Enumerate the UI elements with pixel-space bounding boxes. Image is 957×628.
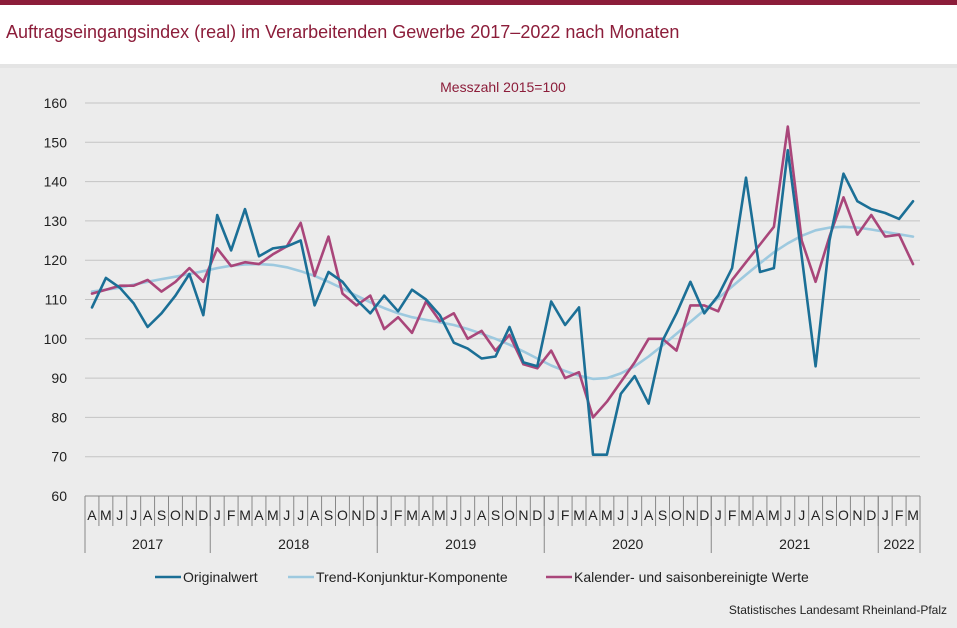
y-tick-label: 60 [51,488,67,504]
y-tick-label: 150 [44,134,68,150]
y-axis: 60 70 80 90 100 110 120 130 140 150 160 [44,95,68,504]
month-label: M [907,507,919,523]
month-label: M [239,507,251,523]
month-label: J [548,507,555,523]
month-label: J [381,507,388,523]
title-separator [0,64,957,68]
month-label: A [143,507,153,523]
month-label: J [283,507,290,523]
year-label: 2019 [445,536,476,552]
month-label: S [658,507,667,523]
month-label: F [895,507,904,523]
chart-panel [0,68,957,628]
month-label: A [254,507,264,523]
month-label: N [518,507,528,523]
y-tick-label: 100 [44,331,68,347]
y-tick-label: 160 [44,95,68,111]
month-label: D [866,507,876,523]
month-label: J [130,507,137,523]
month-label: M [267,507,279,523]
month-label: M [434,507,446,523]
month-label: F [728,507,737,523]
month-label: J [214,507,221,523]
month-label: S [157,507,166,523]
month-label: F [394,507,403,523]
month-label: J [631,507,638,523]
chart-subtitle: Messzahl 2015=100 [440,79,566,95]
y-tick-label: 90 [51,370,67,386]
month-label: O [671,507,682,523]
month-label: S [491,507,500,523]
month-label: S [825,507,834,523]
month-label: A [588,507,598,523]
series-lines [90,125,915,457]
month-label: A [310,507,320,523]
year-label: 2022 [884,536,915,552]
month-label: M [601,507,613,523]
month-label: A [87,507,97,523]
gridlines [85,102,920,458]
legend-label-original: Originalwert [183,569,258,585]
month-label: F [561,507,570,523]
month-label: J [450,507,457,523]
month-label: M [768,507,780,523]
month-label: M [740,507,752,523]
legend: Originalwert Trend-Konjunktur-Komponente K… [155,569,809,585]
month-label: O [838,507,849,523]
month-label: O [337,507,348,523]
month-label: D [365,507,375,523]
month-label: J [464,507,471,523]
y-tick-label: 110 [45,292,68,308]
month-label: J [617,507,624,523]
source-note: Statistisches Landesamt Rheinland-Pfalz [728,603,947,617]
month-label: S [324,507,333,523]
month-label: O [170,507,181,523]
month-label: A [644,507,654,523]
month-label: N [351,507,361,523]
year-label: 2021 [779,536,810,552]
month-label: A [755,507,765,523]
month-label: J [715,507,722,523]
page-title: Auftragseingangsindex (real) im Verarbei… [6,22,680,42]
year-label: 2017 [132,536,163,552]
month-label: M [100,507,112,523]
month-label: O [504,507,515,523]
month-label: D [699,507,709,523]
month-label: A [811,507,821,523]
month-label: N [685,507,695,523]
month-label: M [573,507,585,523]
month-label: F [227,507,236,523]
legend-label-adjusted: Kalender- und saisonbereinigte Werte [574,569,809,585]
y-tick-label: 80 [51,409,67,425]
series-line-original [90,148,915,457]
year-label: 2020 [612,536,643,552]
month-label: J [784,507,791,523]
month-label: N [852,507,862,523]
month-label: A [477,507,487,523]
y-tick-label: 140 [44,174,68,190]
legend-label-trend: Trend-Konjunktur-Komponente [316,569,508,585]
series-line-trend [90,225,915,381]
month-label: D [532,507,542,523]
month-label: D [198,507,208,523]
year-label: 2018 [278,536,309,552]
month-label: J [798,507,805,523]
y-tick-label: 130 [44,213,68,229]
month-label: N [184,507,194,523]
y-tick-label: 120 [44,252,68,268]
month-label: A [421,507,431,523]
month-label: J [116,507,123,523]
month-label: J [297,507,304,523]
month-label: J [882,507,889,523]
top-accent-bar [0,0,957,5]
y-tick-label: 70 [51,449,67,465]
month-label: M [406,507,418,523]
